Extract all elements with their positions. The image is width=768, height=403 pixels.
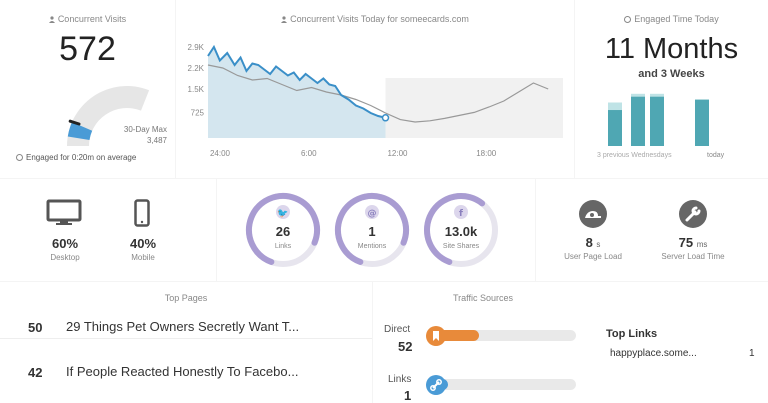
bookmark-icon [426,326,446,346]
traffic-direct-value: 52 [398,339,413,354]
top-page-count: 42 [28,365,43,380]
x-tick-label: 6:00 [301,149,317,158]
snail-icon [579,200,607,228]
top-page-title-link[interactable]: If People Reacted Honestly To Facebo... [66,364,299,379]
link-icon [426,375,446,395]
top-page-count: 50 [28,320,43,335]
clock-icon [624,16,632,23]
speed-panel: 8 s User Page Load 75 ms Server Load Tim… [536,179,768,281]
social-label: Links [275,243,292,250]
today-area [208,47,386,138]
today-label: today [707,152,725,159]
desktop-icon [46,199,82,225]
person-icon [281,15,288,23]
user-page-load-icon-wrap [578,199,608,234]
device-desktop [46,199,86,232]
x-tick-label: 24:00 [210,149,231,158]
traffic-links-label: Links [388,374,412,385]
top-page-row[interactable]: 42 [28,364,42,382]
top-link-url[interactable]: happyplace.some... [610,348,697,359]
prev-wednesdays-label: 3 previous Wednesdays [597,152,672,159]
server-load-icon-wrap [678,199,708,234]
server-load-label: Server Load Time [661,252,725,261]
top-link-count: 1 [749,348,755,359]
facebook-icon-glyph: f [459,209,463,219]
top-page-title-link[interactable]: 29 Things Pet Owners Secretly Want T... [66,319,300,334]
devices-panel: 60% Desktop 40% Mobile [0,179,216,281]
y-tick-label: 1.5K [188,85,205,94]
twitter-icon-glyph: 🐦 [277,208,288,219]
engaged-note: Engaged for 0:20m on average [16,153,136,162]
social-label: Site Shares [443,243,480,250]
engaged-bar-chart [608,93,709,146]
y-tick-label: 2.2K [188,64,205,73]
x-tick-label: 12:00 [387,149,408,158]
traffic-direct-bar-fill [428,330,480,341]
top-pages-title: Top Pages [164,293,208,303]
traffic-sources-title: Traffic Sources [452,293,514,303]
engaged-bar [695,99,709,146]
gauge-max-value: 3,487 [146,136,167,145]
top-pages-panel: Top Pages 50 29 Things Pet Owners Secret… [0,282,372,403]
y-tick-label: 725 [191,108,205,117]
y-tick-label: 2.9K [188,43,205,52]
engaged-bar [650,96,664,146]
engaged-time-title: Engaged Time Today [575,14,768,24]
traffic-sources-panel: Traffic Sources Direct 52 Links 1 Top Li… [373,282,768,403]
gauge-max-label: 30-Day Max [123,125,167,134]
current-point [381,114,390,122]
at-icon [365,205,379,219]
server-load-value: 75 ms [678,235,708,250]
concurrent-visits-value: 572 [59,30,116,68]
social-rings: 🐦 26 Links @1 Mentions f 13.0k Site Shares [246,193,498,267]
engaged-bar [608,110,622,146]
gauge-max: 30-Day Max 3,487 [112,124,167,146]
gauge-fill [67,121,93,140]
at-icon-glyph: @ [368,209,377,219]
traffic-links-bar-track [428,379,576,390]
engaged-bar [631,96,645,146]
ring-fill [246,193,320,265]
social-panel: 🐦 26 Links @1 Mentions f 13.0k Site Shares [217,179,535,281]
social-value: 1 [368,224,375,239]
concurrent-visits-title: Concurrent Visits [0,14,175,24]
traffic-direct-bar-track [428,330,576,341]
today-chart-panel: Concurrent Visits Today for someecards.c… [176,0,574,178]
visits-line-chart: 2.9K 2.2K 1.5K 725 24:00 6:00 12:00 18:00 [188,43,563,158]
desktop-label: Desktop [50,253,80,262]
today-line [207,44,386,119]
user-page-load-label: User Page Load [564,252,622,261]
twitter-icon [276,205,290,219]
future-area [385,78,563,138]
ring-fill [424,193,486,265]
person-icon [48,15,55,23]
mobile-icon [134,199,150,227]
social-value: 26 [276,224,290,239]
traffic-links-value: 1 [404,388,412,403]
top-page-row[interactable]: 50 [28,319,42,337]
facebook-icon [454,205,468,219]
engaged-time-value: 11 Months [604,33,739,65]
top-links-title: Top Links [606,328,658,340]
clock-icon [16,154,23,161]
ring-fill [335,193,409,265]
social-value: 13.0k [445,224,478,239]
wrench-icon [679,200,707,228]
desktop-value: 60% [51,236,79,251]
concurrent-gauge [67,86,150,146]
concurrent-visits-panel: Concurrent Visits 572 30-Day Max 3,487 E… [0,0,175,178]
baseline-line [207,64,549,123]
engaged-time-sub: and 3 Weeks [638,68,705,80]
traffic-direct-label: Direct [384,324,411,335]
x-tick-label: 18:00 [476,149,497,158]
engaged-time-panel: Engaged Time Today 11 Months and 3 Weeks… [575,0,768,178]
social-label: Mentions [358,243,387,250]
today-chart-title: Concurrent Visits Today for someecards.c… [176,14,574,24]
user-page-load-value: 8 s [585,235,601,250]
device-mobile [134,199,150,232]
mobile-value: 40% [129,236,157,251]
gauge-needle [68,119,81,126]
mobile-label: Mobile [131,253,155,262]
